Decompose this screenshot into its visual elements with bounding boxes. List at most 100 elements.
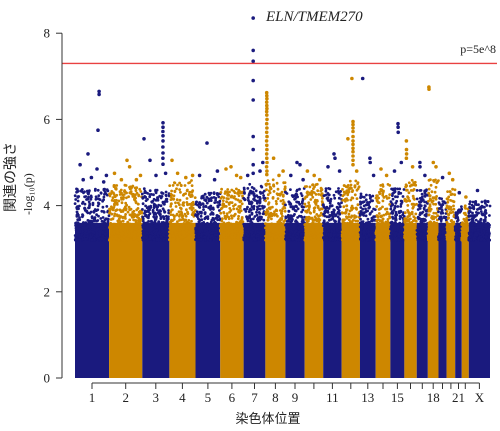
chart-point	[89, 235, 93, 239]
chart-point	[242, 188, 246, 191]
chart-point	[144, 204, 148, 208]
chart-point	[351, 119, 355, 124]
chart-point	[384, 238, 388, 241]
chart-point	[275, 238, 279, 242]
chart-point	[203, 198, 207, 202]
chart-point	[272, 230, 275, 234]
chart-point	[329, 199, 332, 203]
chart-point	[216, 205, 220, 209]
chart-point	[375, 219, 379, 223]
chart-point	[183, 234, 187, 238]
chart-point	[148, 195, 152, 199]
chart-point	[235, 220, 239, 224]
chart-point	[375, 229, 378, 233]
chart-point	[210, 234, 214, 238]
chart-point	[381, 238, 384, 242]
chart-point	[287, 219, 290, 223]
chart-point	[243, 233, 247, 237]
chart-point	[189, 225, 193, 229]
chart-point	[155, 238, 159, 242]
chart-point	[116, 219, 120, 223]
chart-point	[406, 204, 410, 207]
chart-point	[276, 234, 279, 238]
chart-point	[113, 237, 116, 240]
chart-point	[406, 209, 410, 212]
chart-point	[117, 214, 121, 218]
chart-point	[76, 195, 80, 199]
chart-dense-band	[455, 222, 462, 378]
chart-point	[375, 199, 379, 202]
chart-point	[307, 201, 311, 205]
chart-point	[83, 227, 87, 230]
chart-point	[211, 211, 215, 215]
chart-point	[351, 142, 355, 147]
chart-point	[452, 204, 455, 208]
chart-point	[164, 190, 168, 194]
chart-point	[341, 211, 344, 215]
chart-point	[134, 233, 138, 237]
chart-point	[456, 215, 459, 219]
chart-point	[444, 215, 448, 219]
chart-dense-band	[390, 222, 405, 378]
chart-point	[394, 210, 398, 214]
chart-point	[86, 152, 90, 156]
chart-point	[196, 203, 199, 207]
chart-point	[195, 210, 199, 214]
chart-point	[88, 222, 92, 225]
chart-point	[81, 202, 84, 205]
chart-point	[242, 225, 246, 228]
chart-point	[322, 212, 325, 216]
chart-point	[75, 187, 78, 191]
chart-point	[365, 193, 368, 197]
chart-point	[381, 217, 385, 221]
chart-point	[122, 193, 126, 196]
chart-point	[261, 160, 265, 165]
chart-point	[315, 182, 319, 186]
chart-point	[116, 222, 120, 226]
chart-point	[226, 225, 230, 228]
chart-point	[264, 199, 267, 203]
chart-point	[191, 237, 194, 241]
chart-point	[388, 184, 392, 187]
chart-point	[415, 202, 418, 206]
chart-point	[206, 237, 210, 241]
chart-point	[446, 222, 450, 226]
chart-point	[218, 218, 222, 222]
chart-point	[258, 190, 262, 194]
chart-point	[346, 137, 350, 141]
chart-point	[102, 227, 105, 230]
chart-point	[438, 230, 442, 234]
chart-point	[127, 195, 130, 199]
chart-point	[128, 218, 132, 222]
chart-point	[295, 160, 299, 165]
chart-point	[304, 230, 308, 233]
chart-point	[345, 216, 349, 220]
chart-point	[305, 220, 309, 224]
chart-point	[334, 190, 338, 194]
chart-point	[196, 235, 200, 239]
chart-point	[297, 200, 301, 204]
chart-dense-band	[468, 222, 490, 378]
chart-point	[448, 205, 452, 209]
chart-point	[102, 195, 106, 199]
chart-point	[365, 236, 369, 239]
chart-point	[172, 226, 176, 229]
chart-point	[191, 206, 195, 210]
chart-point	[112, 199, 116, 203]
chart-point	[487, 225, 491, 229]
chart-point	[415, 197, 419, 201]
chart-point	[375, 194, 378, 198]
chart-point	[397, 234, 401, 238]
chart-point	[161, 134, 165, 138]
chart-point	[289, 205, 293, 209]
chart-point	[465, 221, 469, 224]
chart-point	[452, 231, 456, 234]
chart-point	[440, 227, 444, 231]
chart-point	[248, 192, 251, 196]
chart-point	[113, 214, 116, 218]
chart-point	[173, 181, 176, 185]
chart-point	[174, 233, 178, 237]
chart-point	[161, 207, 165, 211]
chart-point	[355, 188, 359, 192]
chart-point	[291, 237, 295, 241]
